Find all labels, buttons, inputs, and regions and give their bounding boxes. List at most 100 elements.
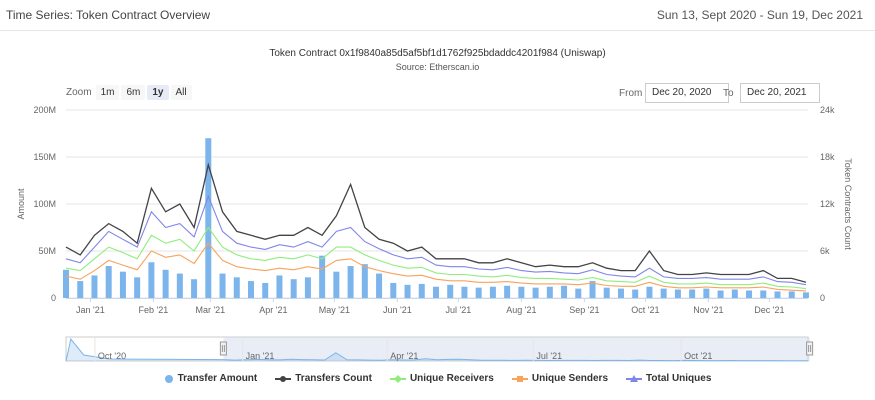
axes: 0 50M 100M 150M 200M 0 6k 12k 18k 24k Amount Token …: [16, 105, 853, 315]
transfer-amount-bar: [802, 292, 809, 298]
transfer-amount-bar: [219, 273, 226, 298]
transfer-amount-bar: [148, 262, 155, 298]
x-tick-label: Sep '21: [569, 305, 599, 315]
x-tick-label: Dec '21: [754, 305, 784, 315]
to-label: To: [723, 88, 734, 99]
transfer-amount-bar: [233, 277, 240, 298]
x-tick-label: Jan '21: [76, 305, 105, 315]
legend: Transfer Amount Transfers Count Unique R…: [0, 373, 875, 384]
navigator-series: [65, 337, 809, 362]
zoom-all-button[interactable]: All: [170, 85, 192, 100]
transfer-amount-bar: [589, 281, 596, 298]
unique-receivers-line: [65, 226, 807, 290]
legend-label: Total Uniques: [646, 373, 712, 384]
zoom-label: Zoom: [66, 87, 92, 98]
y-right-tick-label: 18k: [820, 152, 835, 162]
transfer-amount-bar: [731, 289, 738, 298]
y-right-tick-label: 6k: [820, 246, 830, 256]
total-uniques-line: [65, 194, 807, 286]
transfer-amount-bar: [276, 275, 283, 298]
legend-label: Transfers Count: [295, 373, 372, 384]
circle-marker-icon: [164, 374, 173, 383]
line-diamond-marker-icon: [389, 374, 406, 383]
transfer-amount-bar: [247, 281, 254, 298]
zoom-bar: Zoom 1m 6m 1y All: [66, 85, 194, 100]
y-right-axis-title: Token Contracts Count: [843, 158, 853, 250]
transfer-amount-bar: [91, 275, 98, 298]
card-title: Time Series: Token Contract Overview: [6, 8, 211, 22]
transfer-amount-bar: [63, 269, 69, 298]
zoom-1m-button[interactable]: 1m: [95, 85, 120, 100]
chart-subtitle: Source: Etherscan.io: [395, 62, 480, 72]
transfer-amount-bar: [134, 277, 141, 298]
transfer-amount-bar: [333, 271, 340, 298]
line-dot-marker-icon: [275, 375, 292, 382]
navigator-tick-label: Apr '21: [390, 351, 418, 361]
transfer-amount-bar: [390, 282, 397, 298]
transfer-amount-bar: [575, 288, 582, 298]
line-square-marker-icon: [511, 375, 528, 382]
transfers-count-line: [65, 162, 807, 283]
legend-item-total-uniques[interactable]: Total Uniques: [626, 373, 711, 384]
legend-item-unique-senders[interactable]: Unique Senders: [511, 373, 609, 384]
transfer-amount-bar: [746, 290, 753, 298]
transfer-amount-bar: [432, 286, 439, 298]
navigator[interactable]: Oct '20 Jan '21 Apr '21 Jul '21 Oct '21: [65, 336, 814, 362]
legend-item-transfers-count[interactable]: Transfers Count: [275, 373, 372, 384]
transfer-amount-bar: [603, 287, 610, 298]
transfer-amount-bar: [319, 255, 326, 298]
navigator-tick-label: Jul '21: [536, 351, 562, 361]
to-date-input[interactable]: Dec 20, 2021: [740, 83, 820, 103]
transfer-amount-bar: [617, 288, 624, 298]
transfer-amount-bar: [376, 273, 383, 298]
transfer-amount-bar: [105, 266, 112, 298]
x-tick-label: May '21: [319, 305, 350, 315]
transfer-amount-bar: [632, 289, 639, 298]
y-left-tick-label: 150M: [33, 152, 56, 162]
x-tick-label: Feb '21: [139, 305, 169, 315]
transfer-amount-bar: [447, 284, 454, 298]
y-left-axis-title: Amount: [16, 188, 26, 220]
transfer-amount-bar: [290, 279, 297, 298]
legend-label: Unique Senders: [531, 373, 609, 384]
from-date-input[interactable]: Dec 20, 2020: [645, 83, 729, 103]
transfer-amount-bar: [176, 273, 183, 298]
transfer-amount-bar: [504, 285, 511, 298]
x-tick-label: Oct '21: [631, 305, 659, 315]
transfer-amount-bar: [77, 281, 84, 298]
y-left-tick-label: 100M: [33, 199, 56, 209]
zoom-1y-button[interactable]: 1y: [147, 85, 169, 100]
x-tick-label: Jul '21: [445, 305, 471, 315]
transfer-amount-bar: [717, 290, 724, 298]
transfer-amount-bar: [418, 283, 425, 298]
transfer-amount-bar: [561, 285, 568, 298]
legend-item-unique-receivers[interactable]: Unique Receivers: [389, 373, 494, 384]
line-triangle-marker-icon: [626, 374, 643, 382]
navigator-selected-range: [223, 337, 810, 361]
transfer-amount-bar: [689, 289, 696, 298]
date-range-label: Sun 13, Sept 2020 - Sun 19, Dec 2021: [656, 8, 863, 22]
navigator-left-handle[interactable]: [219, 341, 227, 356]
y-left-tick-label: 200M: [33, 105, 56, 115]
x-tick-label: Jun '21: [383, 305, 412, 315]
zoom-6m-button[interactable]: 6m: [121, 85, 146, 100]
chart-title: Token Contract 0x1f9840a85d5af5bf1d1762f…: [269, 48, 606, 59]
transfer-amount-columns: [63, 138, 809, 298]
transfer-amount-bar: [518, 286, 525, 298]
transfer-amount-bar: [119, 271, 126, 298]
transfer-amount-bar: [703, 288, 710, 298]
grid-lines: [66, 109, 808, 299]
transfer-amount-bar: [361, 264, 368, 298]
transfer-amount-bar: [646, 286, 653, 298]
legend-item-transfer-amount[interactable]: Transfer Amount: [164, 373, 257, 384]
from-label: From: [619, 88, 643, 99]
transfer-amount-bar: [546, 286, 553, 298]
transfer-amount-bar: [205, 138, 212, 298]
y-right-tick-label: 0: [820, 293, 825, 303]
transfer-amount-bar: [760, 290, 767, 298]
card-header: Time Series: Token Contract Overview Sun…: [0, 0, 875, 31]
y-left-tick-label: 50M: [38, 246, 56, 256]
navigator-right-handle[interactable]: [806, 341, 814, 356]
unique-senders-line: [65, 242, 807, 292]
